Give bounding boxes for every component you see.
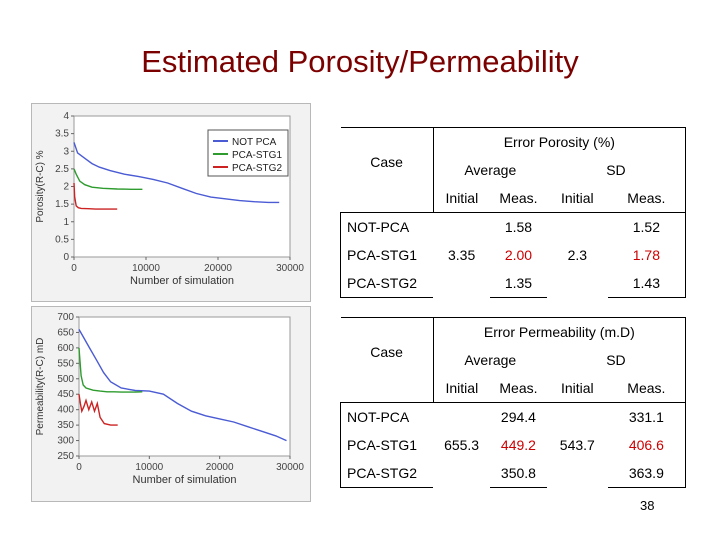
legend-label: NOT PCA [232, 137, 277, 148]
y-tick-label: 550 [57, 358, 74, 369]
series-line-pca-stg2 [78, 394, 118, 426]
sd-meas-value: 1.52 [607, 212, 686, 241]
y-tick-label: 1.5 [55, 199, 69, 210]
y-tick-label: 700 [57, 312, 74, 323]
avg-initial-header: Initial [432, 184, 491, 213]
y-tick-label: 300 [57, 436, 74, 447]
sd-meas-header: Meas. [607, 184, 686, 213]
legend-label: PCA-STG1 [232, 150, 282, 161]
x-tick-label: 0 [71, 263, 77, 274]
page-number: 38 [640, 498, 655, 513]
table-row: PCA-STG2 350.8 363.9 [340, 459, 686, 488]
y-tick-label: 500 [57, 374, 74, 385]
legend-label: PCA-STG2 [232, 163, 282, 174]
sd-initial-value: 543.7 [546, 402, 608, 488]
y-tick-label: 250 [57, 451, 74, 462]
table-row: PCA-STG1 449.2 406.6 [340, 431, 686, 459]
series-line-pca-stg1 [73, 168, 143, 191]
x-axis-label: Number of simulation [130, 275, 234, 287]
average-header: Average [432, 346, 547, 374]
porosity-error-table: Case Error Porosity (%) Average SD Initi… [340, 127, 687, 298]
y-tick-label: 400 [57, 405, 74, 416]
y-tick-label: 2.5 [55, 164, 69, 175]
x-tick-label: 30000 [276, 263, 304, 274]
avg-meas-value: 350.8 [490, 459, 547, 488]
x-tick-label: 10000 [132, 263, 160, 274]
avg-meas-value: 1.35 [490, 269, 547, 298]
sd-initial-header: Initial [560, 190, 594, 206]
y-tick-label: 1 [63, 217, 69, 228]
plot-area [78, 316, 291, 457]
table-row: PCA-STG2 1.35 1.43 [340, 269, 686, 298]
y-axis-label: Permeability(R-C) mD [35, 338, 46, 436]
y-tick-label: 0 [63, 252, 69, 263]
avg-meas-value: 449.2 [500, 437, 536, 453]
avg-initial-header: Initial [432, 374, 491, 403]
permeability-error-table: Case Error Permeability (m.D) Average SD… [340, 317, 687, 488]
sd-meas-value: 406.6 [607, 431, 686, 459]
x-tick-label: 0 [76, 462, 82, 473]
permeability-chart-panel: 250 300 350 400 450 500 550 600 650 700 0 10000 2000… [31, 306, 311, 502]
y-tick-label: 2 [63, 182, 69, 193]
y-tick-label: 350 [57, 420, 74, 431]
sd-header: SD [546, 156, 686, 184]
x-axis-label: Number of simulation [133, 474, 237, 486]
y-tick-label: 450 [57, 389, 74, 400]
series-line-pca-stg2 [73, 182, 118, 210]
permeability-table-header: Error Permeability (m.D) [432, 317, 687, 346]
case-cell: NOT-PCA [340, 212, 434, 241]
case-cell: PCA-STG2 [340, 269, 434, 298]
series-line-not-pca [78, 329, 287, 442]
table-row: NOT-PCA 3.35 1.58 2.3 1.52 [340, 212, 686, 298]
y-tick-label: 3.5 [55, 129, 69, 140]
y-axis-label: Porosity(R-C) % [35, 150, 46, 222]
case-cell: NOT-PCA [340, 402, 434, 431]
table-row: PCA-STG1 2.00 1.78 [340, 241, 686, 269]
series-line-pca-stg1 [78, 347, 143, 393]
sd-meas-value: 1.78 [607, 241, 686, 269]
average-header: Average [432, 156, 547, 184]
sd-meas-value: 1.43 [607, 269, 686, 298]
y-tick-label: 0.5 [55, 234, 69, 245]
table-row: NOT-PCA 655.3 294.4 543.7 331.1 [340, 402, 686, 488]
slide-title: Estimated Porosity/Permeability [141, 44, 579, 79]
case-cell: PCA-STG1 [340, 431, 434, 459]
avg-initial-value: 655.3 [433, 402, 491, 488]
sd-meas-value: 331.1 [607, 402, 686, 431]
sd-meas-value: 363.9 [607, 459, 686, 488]
case-header: Case [340, 317, 434, 403]
y-tick-label: 600 [57, 343, 74, 354]
y-tick-label: 3 [63, 146, 69, 157]
case-header: Case [340, 127, 434, 213]
case-cell: PCA-STG1 [340, 241, 434, 269]
avg-initial-value: 3.35 [433, 212, 491, 298]
x-tick-label: 30000 [276, 462, 304, 473]
avg-meas-value: 2.00 [504, 247, 533, 263]
sd-meas-header: Meas. [607, 374, 686, 403]
porosity-chart: 0 0.5 1 1.5 2 2.5 3 3.5 4 0 10000 20000 30000 Number … [35, 111, 304, 287]
x-tick-label: 20000 [204, 263, 232, 274]
avg-meas-value: 294.4 [490, 402, 547, 431]
porosity-table-header: Error Porosity (%) [432, 127, 687, 156]
y-tick-label: 650 [57, 327, 74, 338]
avg-meas-value: 1.58 [490, 212, 547, 241]
y-tick-label: 4 [63, 111, 69, 122]
porosity-chart-panel: 0 0.5 1 1.5 2 2.5 3 3.5 4 0 10000 20000 30000 Number … [31, 103, 311, 302]
sd-initial-header: Initial [560, 380, 594, 396]
series-line-not-pca [73, 142, 280, 204]
sd-initial-value: 2.3 [546, 212, 608, 298]
x-tick-label: 20000 [206, 462, 234, 473]
sd-header: SD [546, 346, 686, 374]
x-tick-label: 10000 [135, 462, 163, 473]
avg-meas-header: Meas. [499, 380, 538, 396]
case-cell: PCA-STG2 [340, 459, 434, 488]
avg-meas-header: Meas. [499, 190, 538, 206]
permeability-chart: 250 300 350 400 450 500 550 600 650 700 0 10000 2000… [35, 312, 304, 486]
